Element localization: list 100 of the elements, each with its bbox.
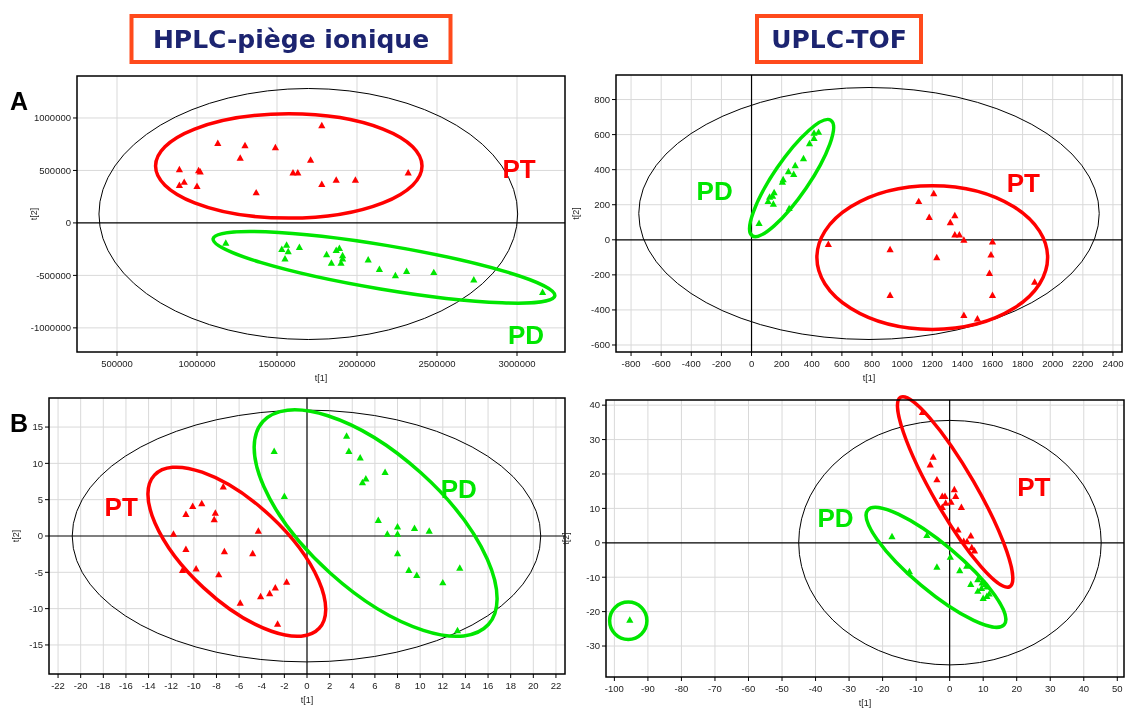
x-tick-label: -600 bbox=[651, 358, 671, 369]
y-tick-label: 600 bbox=[594, 128, 610, 140]
x-tick-label: 600 bbox=[833, 358, 850, 369]
x-tick-label: -800 bbox=[621, 358, 641, 369]
y-axis-title: t[2] bbox=[29, 207, 39, 221]
y-tick-label: 10 bbox=[32, 457, 43, 469]
y-tick-label: 0 bbox=[604, 234, 610, 246]
x-tick-label: 40 bbox=[1078, 683, 1090, 694]
y-tick-label: -1000000 bbox=[30, 322, 71, 334]
x-tick-label: 50 bbox=[1112, 683, 1123, 694]
x-tick-label: -50 bbox=[775, 683, 789, 694]
x-tick-label: 4 bbox=[349, 680, 355, 691]
y-axis-title: t[2] bbox=[561, 532, 571, 545]
x-axis-title: t[1] bbox=[858, 698, 872, 708]
x-tick-label: -8 bbox=[212, 680, 221, 691]
x-tick-label: -80 bbox=[674, 683, 689, 694]
annotation: PT bbox=[502, 154, 536, 185]
y-tick-label: 0 bbox=[65, 217, 71, 229]
x-tick-label: 22 bbox=[550, 680, 562, 691]
annotation: PT bbox=[1017, 472, 1051, 503]
x-tick-label: 10 bbox=[977, 683, 989, 694]
x-tick-label: 3000000 bbox=[498, 358, 536, 369]
y-tick-label: 0 bbox=[594, 537, 600, 549]
x-tick-label: 16 bbox=[482, 680, 494, 691]
x-tick-label: 20 bbox=[1011, 683, 1022, 694]
annotation: PD bbox=[817, 502, 854, 533]
annotation: PD bbox=[507, 320, 545, 351]
x-tick-label: 1000000 bbox=[178, 358, 216, 369]
y-tick-label: 30 bbox=[589, 433, 600, 445]
y-tick-label: 500000 bbox=[39, 164, 71, 176]
y-axis-title: t[2] bbox=[11, 529, 21, 543]
x-tick-label: 1400 bbox=[951, 358, 973, 369]
x-tick-label: -60 bbox=[741, 683, 756, 694]
y-tick-label: 40 bbox=[589, 399, 600, 411]
x-tick-label: 0 bbox=[748, 358, 755, 369]
chart-title: UPLC-TOF bbox=[771, 25, 907, 54]
x-axis-title: t[1] bbox=[300, 695, 314, 705]
text: A bbox=[10, 87, 29, 115]
x-tick-label: 10 bbox=[414, 680, 426, 691]
x-tick-label: 1800 bbox=[1012, 358, 1034, 369]
y-tick-label: 1000000 bbox=[34, 112, 71, 124]
x-tick-label: -10 bbox=[909, 683, 923, 694]
x-tick-label: 12 bbox=[437, 680, 449, 691]
x-tick-label: 30 bbox=[1044, 683, 1056, 694]
x-tick-label: 1200 bbox=[921, 358, 943, 369]
x-tick-label: 14 bbox=[460, 680, 471, 691]
y-tick-label: -400 bbox=[590, 304, 610, 316]
y-tick-label: 20 bbox=[589, 468, 600, 480]
x-tick-label: -12 bbox=[164, 680, 179, 691]
y-tick-label: -10 bbox=[29, 602, 43, 614]
x-tick-label: -90 bbox=[641, 683, 655, 694]
y-tick-label: -30 bbox=[586, 640, 600, 652]
y-axis-title: t[2] bbox=[571, 207, 581, 220]
x-tick-label: -100 bbox=[604, 683, 624, 694]
x-tick-label: 2000000 bbox=[338, 358, 376, 369]
y-tick-label: 10 bbox=[589, 502, 600, 514]
y-tick-label: -10 bbox=[586, 571, 600, 583]
x-tick-label: -200 bbox=[711, 358, 731, 369]
y-tick-label: 15 bbox=[32, 421, 43, 433]
annotation: PT bbox=[104, 492, 138, 523]
x-tick-label: -40 bbox=[808, 683, 823, 694]
x-tick-label: -20 bbox=[875, 683, 890, 694]
x-tick-label: -2 bbox=[280, 680, 289, 691]
x-tick-label: -10 bbox=[186, 680, 201, 691]
x-tick-label: -20 bbox=[73, 680, 88, 691]
y-tick-label: 0 bbox=[37, 530, 43, 542]
x-tick-label: -70 bbox=[708, 683, 722, 694]
x-tick-label: 400 bbox=[803, 358, 820, 369]
x-tick-label: 2 bbox=[326, 680, 333, 691]
x-tick-label: -14 bbox=[141, 680, 156, 691]
x-tick-label: -22 bbox=[51, 680, 65, 691]
x-tick-label: 1000 bbox=[891, 358, 913, 369]
x-tick-label: 18 bbox=[505, 680, 516, 691]
x-tick-label: -18 bbox=[96, 680, 111, 691]
x-tick-label: 1600 bbox=[981, 358, 1004, 369]
x-tick-label: 2400 bbox=[1102, 358, 1124, 369]
y-tick-label: 800 bbox=[594, 93, 610, 105]
y-tick-label: -600 bbox=[590, 339, 610, 351]
x-tick-label: 6 bbox=[372, 680, 378, 691]
y-tick-label: -20 bbox=[586, 605, 600, 617]
x-axis-title: t[1] bbox=[314, 373, 328, 383]
y-tick-label: -500000 bbox=[36, 269, 71, 281]
x-tick-label: -4 bbox=[257, 680, 266, 691]
x-tick-label: 2500000 bbox=[418, 358, 456, 369]
x-tick-label: 1500000 bbox=[258, 358, 296, 369]
x-tick-label: -400 bbox=[681, 358, 701, 369]
y-tick-label: 400 bbox=[594, 164, 610, 175]
annotation: PD bbox=[696, 176, 733, 207]
x-tick-label: 0 bbox=[947, 683, 953, 694]
y-tick-label: 200 bbox=[594, 199, 610, 211]
annotation: PD bbox=[440, 474, 477, 505]
x-axis-title: t[1] bbox=[862, 373, 876, 383]
y-tick-label: 5 bbox=[37, 494, 43, 506]
x-tick-label: 2000 bbox=[1042, 358, 1064, 369]
x-tick-label: 500000 bbox=[101, 358, 133, 369]
x-tick-label: 800 bbox=[864, 358, 880, 369]
chart-title: HPLC-piège ionique bbox=[152, 25, 430, 54]
x-tick-label: -6 bbox=[234, 680, 244, 691]
y-tick-label: -5 bbox=[34, 566, 43, 578]
x-tick-label: -16 bbox=[119, 680, 133, 691]
